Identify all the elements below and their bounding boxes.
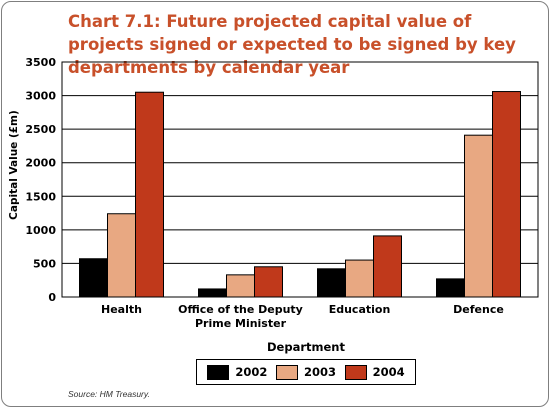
bar bbox=[80, 259, 108, 297]
bar bbox=[493, 92, 521, 297]
legend-item-2002: 2002 bbox=[207, 365, 267, 380]
x-tick-label: Health bbox=[101, 303, 142, 316]
y-axis-label: Capital Value (£m) bbox=[8, 95, 20, 235]
legend-label-2003: 2003 bbox=[304, 365, 336, 379]
bar bbox=[227, 275, 255, 297]
x-axis-label: Department bbox=[246, 340, 366, 354]
legend: 2002 2003 2004 bbox=[196, 359, 416, 385]
legend-label-2002: 2002 bbox=[235, 365, 267, 379]
legend-item-2004: 2004 bbox=[345, 365, 405, 380]
y-tick-label: 3000 bbox=[25, 90, 56, 103]
y-tick-label: 3500 bbox=[25, 56, 56, 69]
bar bbox=[199, 289, 227, 297]
bar bbox=[346, 260, 374, 297]
legend-swatch-2003 bbox=[276, 365, 298, 380]
bar bbox=[437, 279, 465, 297]
bar bbox=[136, 92, 164, 297]
y-tick-label: 0 bbox=[48, 291, 56, 304]
legend-swatch-2004 bbox=[345, 365, 367, 380]
x-tick-label: Prime Minister bbox=[195, 317, 287, 330]
bar bbox=[318, 269, 346, 297]
y-tick-label: 1500 bbox=[25, 190, 56, 203]
bar bbox=[465, 135, 493, 297]
source-note: Source: HM Treasury. bbox=[68, 389, 150, 399]
y-tick-label: 1000 bbox=[25, 224, 56, 237]
x-tick-label: Education bbox=[329, 303, 391, 316]
legend-swatch-2002 bbox=[207, 365, 229, 380]
legend-item-2003: 2003 bbox=[276, 365, 336, 380]
y-tick-label: 2500 bbox=[25, 123, 56, 136]
bar bbox=[108, 214, 136, 297]
y-tick-label: 500 bbox=[33, 257, 56, 270]
bar bbox=[374, 236, 402, 297]
y-tick-label: 2000 bbox=[25, 157, 56, 170]
bar bbox=[255, 267, 283, 297]
x-tick-label: Office of the Deputy bbox=[178, 303, 303, 316]
legend-label-2004: 2004 bbox=[373, 365, 405, 379]
x-tick-label: Defence bbox=[453, 303, 504, 316]
